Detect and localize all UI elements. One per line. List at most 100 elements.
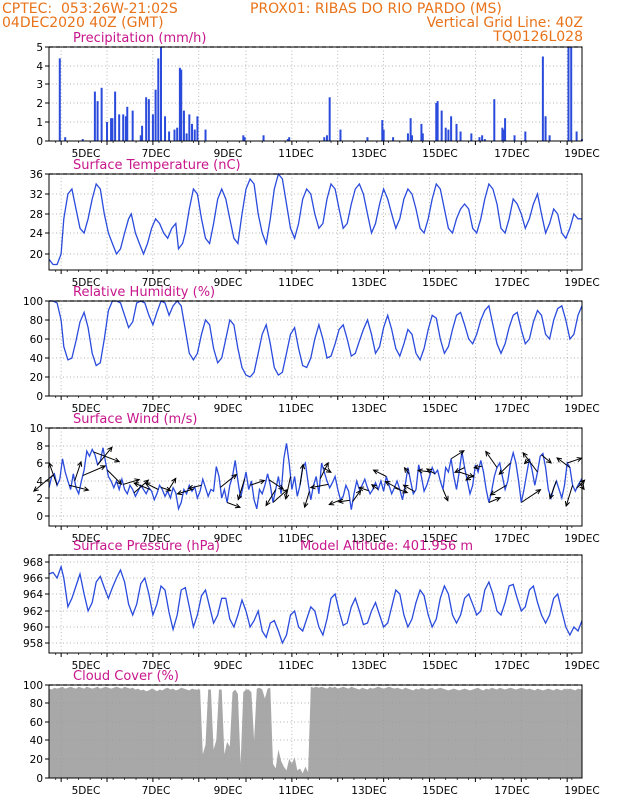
x-tick-label: 5DEC (72, 277, 101, 289)
precip-bar (410, 135, 413, 141)
precip-bar (122, 114, 125, 141)
wind-arrow (188, 484, 202, 489)
y-tick-label: 4 (36, 61, 43, 73)
wind-arrow (268, 479, 284, 490)
header-station-name: PROX01: RIBAS DO RIO PARDO (MS) (250, 1, 502, 17)
precip-bar (58, 58, 61, 141)
chart-panel: 0 2 4 6 8 10 5DEC 7DEC 9DEC 11DEC 13DEC 15DEC 17DEC 1… (30, 412, 600, 545)
wind-arrow (82, 465, 106, 477)
y-tick-label: 1 (36, 117, 43, 129)
wind-arrow-head (485, 450, 491, 457)
wind-arrow-head (325, 467, 332, 473)
chart-panel: 0 20 40 60 80 100 5DEC 7DEC 9DEC 11DEC 13DEC 15DEC 1… (23, 669, 600, 797)
x-tick-label: 7DEC (142, 660, 171, 672)
wind-arrow (145, 482, 159, 490)
wind-arrow-head (116, 479, 123, 485)
wind-arrow-head (556, 457, 563, 463)
wind-arrow-head (32, 486, 39, 492)
precip-bar (366, 137, 369, 141)
y-tick-label: 60 (30, 717, 43, 729)
y-tick-label: 100 (23, 296, 43, 308)
precip-bar (124, 116, 127, 141)
wind-arrow (338, 499, 350, 503)
wind-arrow-head (372, 469, 379, 475)
wind-arrow (385, 481, 401, 490)
wind-arrow-head (328, 500, 335, 506)
wind-arrow-head (548, 493, 554, 500)
x-tick-label: 17DEC (494, 660, 529, 672)
wind-arrow (488, 497, 501, 503)
y-tick-label: 962 (23, 606, 43, 618)
y-tick-label: 964 (23, 589, 43, 601)
wind-arrow (167, 478, 177, 492)
y-tick-label: 60 (30, 334, 43, 346)
y-tick-label: 80 (30, 698, 43, 710)
wind-arrow-head (355, 489, 362, 496)
wind-arrow (272, 489, 288, 503)
precip-bar (435, 103, 438, 141)
precip-bar (151, 114, 154, 141)
precip-bar (567, 47, 570, 141)
x-tick-label: 5DEC (72, 660, 101, 672)
x-tick-label: 7DEC (142, 785, 171, 797)
x-tick-label: 17DEC (494, 148, 529, 160)
y-tick-label: 32 (30, 189, 43, 201)
precip-bar (139, 135, 142, 141)
precip-bar (481, 135, 484, 141)
y-tick-label: 8 (36, 441, 43, 453)
wind-arrow-head (100, 465, 107, 471)
precip-bar (444, 127, 447, 141)
wind-arrow (566, 457, 582, 464)
precip-bar (157, 58, 160, 141)
wind-arrow-head (323, 461, 329, 468)
wind-arrow-head (165, 486, 172, 492)
precip-bar (106, 122, 109, 141)
wind-arrow-head (489, 490, 496, 496)
wind-arrow (371, 484, 379, 490)
wind-arrow-head (259, 479, 266, 485)
series-line (48, 443, 583, 512)
precip-bar (93, 91, 96, 141)
precip-bar (455, 123, 458, 141)
x-tick-label: 5DEC (72, 148, 101, 160)
x-tick-label: 13DEC (351, 148, 386, 160)
wind-arrow-head (402, 484, 409, 490)
x-tick-label: 5DEC (72, 533, 101, 545)
wind-arrow (485, 451, 498, 468)
precip-bar (159, 47, 162, 141)
wind-arrow (459, 471, 474, 478)
y-tick-label: 6 (36, 458, 43, 470)
x-tick-label: 9DEC (214, 785, 243, 797)
x-tick-label: 15DEC (422, 660, 457, 672)
x-tick-label: 13DEC (351, 277, 386, 289)
precip-bar (131, 110, 134, 141)
wind-arrow (474, 465, 483, 469)
wind-arrow (304, 491, 310, 508)
wind-arrow (454, 467, 465, 473)
wind-arrow (565, 485, 574, 507)
precip-bar (381, 120, 384, 141)
wind-arrow-head (284, 493, 290, 501)
precip-bar (382, 129, 385, 141)
wind-arrow-head (114, 457, 121, 463)
y-tick-label: 0 (36, 136, 43, 148)
precip-bar (204, 129, 207, 141)
precip-bar (164, 116, 167, 141)
precip-bar (193, 129, 196, 141)
wind-arrow-head (564, 501, 570, 508)
precip-bar (548, 135, 551, 141)
wind-arrow (319, 462, 329, 479)
precip-bar (111, 118, 114, 141)
wind-arrow-head (234, 503, 241, 509)
x-tick-label: 11DEC (278, 785, 313, 797)
plot-frame (48, 173, 583, 271)
x-tick-label: 17DEC (494, 785, 529, 797)
y-tick-label: 958 (23, 638, 43, 650)
wind-arrow (498, 462, 511, 475)
x-tick-label: 7DEC (142, 533, 171, 545)
x-tick-label: 19DEC (564, 277, 599, 289)
y-tick-label: 3 (36, 79, 43, 91)
header-model-id: TQ0126L028 (493, 29, 583, 45)
wind-arrow-head (237, 494, 243, 501)
wind-arrow (403, 484, 415, 493)
